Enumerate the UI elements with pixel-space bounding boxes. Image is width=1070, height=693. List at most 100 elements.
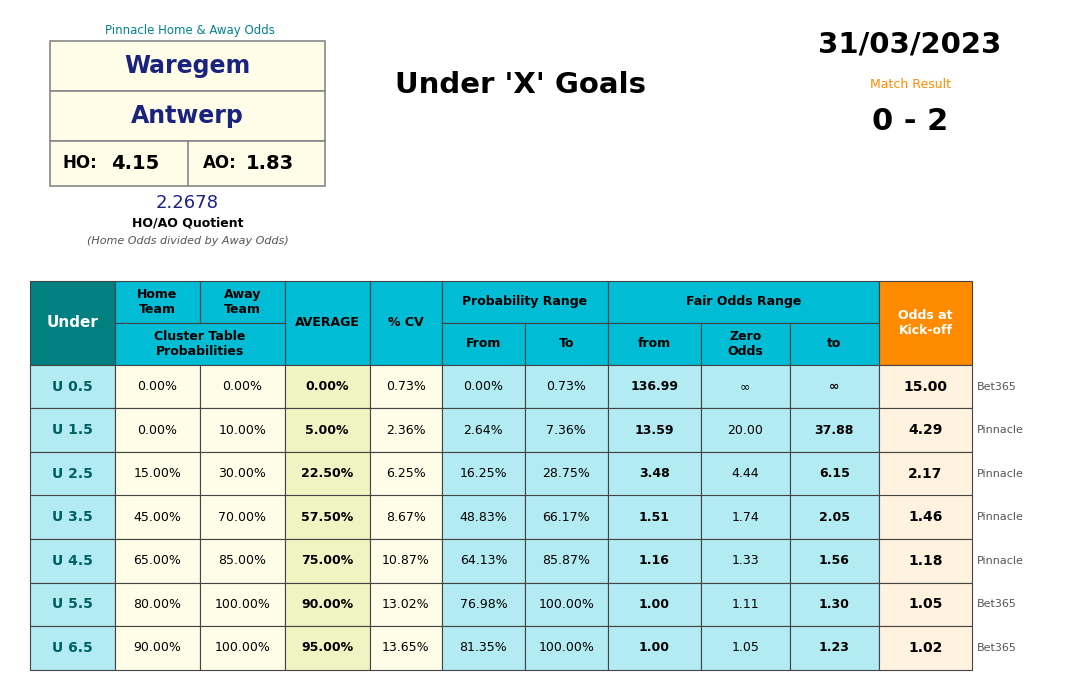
Text: 15.00: 15.00: [903, 380, 947, 394]
FancyBboxPatch shape: [608, 583, 701, 626]
FancyBboxPatch shape: [608, 281, 878, 323]
FancyBboxPatch shape: [524, 583, 608, 626]
FancyBboxPatch shape: [524, 539, 608, 583]
Text: AVERAGE: AVERAGE: [294, 317, 360, 329]
FancyBboxPatch shape: [114, 452, 200, 495]
Text: To: To: [559, 337, 574, 351]
FancyBboxPatch shape: [442, 281, 608, 323]
FancyBboxPatch shape: [524, 626, 608, 669]
Text: 1.33: 1.33: [732, 554, 759, 568]
FancyBboxPatch shape: [524, 495, 608, 539]
FancyBboxPatch shape: [878, 281, 972, 365]
FancyBboxPatch shape: [200, 281, 285, 323]
FancyBboxPatch shape: [50, 41, 325, 91]
FancyBboxPatch shape: [114, 408, 200, 452]
Text: Bet365: Bet365: [977, 642, 1016, 653]
Text: HO:: HO:: [63, 155, 97, 173]
Text: 2.05: 2.05: [819, 511, 850, 524]
Text: Under: Under: [46, 315, 98, 331]
Text: % CV: % CV: [388, 317, 424, 329]
FancyBboxPatch shape: [442, 452, 524, 495]
Text: 6.15: 6.15: [819, 467, 850, 480]
FancyBboxPatch shape: [442, 408, 524, 452]
Text: U 2.5: U 2.5: [52, 467, 93, 481]
FancyBboxPatch shape: [369, 626, 442, 669]
FancyBboxPatch shape: [369, 583, 442, 626]
Text: 0.73%: 0.73%: [386, 380, 426, 393]
FancyBboxPatch shape: [701, 495, 790, 539]
Text: 0.00%: 0.00%: [223, 380, 262, 393]
Text: 16.25%: 16.25%: [460, 467, 507, 480]
Text: 90.00%: 90.00%: [134, 641, 181, 654]
Text: 48.83%: 48.83%: [459, 511, 507, 524]
FancyBboxPatch shape: [701, 583, 790, 626]
Text: 2.36%: 2.36%: [386, 423, 426, 437]
FancyBboxPatch shape: [30, 495, 114, 539]
Text: 1.00: 1.00: [639, 641, 670, 654]
Text: 30.00%: 30.00%: [218, 467, 266, 480]
FancyBboxPatch shape: [200, 365, 285, 408]
FancyBboxPatch shape: [878, 408, 972, 452]
FancyBboxPatch shape: [285, 365, 369, 408]
FancyBboxPatch shape: [790, 408, 878, 452]
FancyBboxPatch shape: [200, 495, 285, 539]
Text: 37.88: 37.88: [814, 423, 854, 437]
Text: AO:: AO:: [202, 155, 236, 173]
FancyBboxPatch shape: [701, 539, 790, 583]
FancyBboxPatch shape: [442, 323, 524, 365]
Text: 15.00%: 15.00%: [134, 467, 181, 480]
Text: Away
Team: Away Team: [224, 288, 261, 316]
FancyBboxPatch shape: [608, 626, 701, 669]
Text: 1.23: 1.23: [819, 641, 850, 654]
FancyBboxPatch shape: [442, 365, 524, 408]
FancyBboxPatch shape: [285, 583, 369, 626]
Text: 81.35%: 81.35%: [459, 641, 507, 654]
Text: from: from: [638, 337, 671, 351]
Text: 2.17: 2.17: [908, 467, 943, 481]
Text: 1.51: 1.51: [639, 511, 670, 524]
Text: U 1.5: U 1.5: [52, 423, 93, 437]
Text: HO/AO Quotient: HO/AO Quotient: [132, 216, 243, 229]
Text: Pinnacle: Pinnacle: [977, 512, 1024, 523]
Text: 0.00%: 0.00%: [137, 423, 178, 437]
FancyBboxPatch shape: [701, 452, 790, 495]
Text: 85.00%: 85.00%: [218, 554, 266, 568]
Text: U 0.5: U 0.5: [52, 380, 93, 394]
Text: Fair Odds Range: Fair Odds Range: [686, 295, 801, 308]
FancyBboxPatch shape: [878, 365, 972, 408]
Text: 1.18: 1.18: [908, 554, 943, 568]
FancyBboxPatch shape: [790, 452, 878, 495]
Text: 0.00%: 0.00%: [463, 380, 503, 393]
FancyBboxPatch shape: [701, 365, 790, 408]
Text: Under 'X' Goals: Under 'X' Goals: [395, 71, 645, 99]
FancyBboxPatch shape: [790, 626, 878, 669]
Text: 0.73%: 0.73%: [547, 380, 586, 393]
Text: From: From: [465, 337, 501, 351]
FancyBboxPatch shape: [200, 408, 285, 452]
Text: Pinnacle: Pinnacle: [977, 426, 1024, 435]
FancyBboxPatch shape: [369, 281, 442, 365]
Text: 66.17%: 66.17%: [542, 511, 590, 524]
Text: 2.64%: 2.64%: [463, 423, 503, 437]
FancyBboxPatch shape: [524, 365, 608, 408]
Text: 1.56: 1.56: [819, 554, 850, 568]
FancyBboxPatch shape: [50, 141, 325, 186]
Text: 100.00%: 100.00%: [214, 598, 270, 611]
FancyBboxPatch shape: [701, 408, 790, 452]
Text: 7.36%: 7.36%: [547, 423, 586, 437]
FancyBboxPatch shape: [701, 323, 790, 365]
Text: 4.44: 4.44: [732, 467, 759, 480]
Text: Zero
Odds: Zero Odds: [728, 330, 763, 358]
Text: 5.00%: 5.00%: [305, 423, 349, 437]
FancyBboxPatch shape: [878, 495, 972, 539]
FancyBboxPatch shape: [442, 495, 524, 539]
Text: 100.00%: 100.00%: [538, 641, 594, 654]
Text: 4.29: 4.29: [908, 423, 943, 437]
FancyBboxPatch shape: [790, 365, 878, 408]
FancyBboxPatch shape: [369, 408, 442, 452]
Text: 65.00%: 65.00%: [134, 554, 181, 568]
Text: ∞: ∞: [740, 380, 750, 393]
Text: Bet365: Bet365: [977, 599, 1016, 609]
Text: Antwerp: Antwerp: [131, 104, 244, 128]
Text: 75.00%: 75.00%: [301, 554, 353, 568]
